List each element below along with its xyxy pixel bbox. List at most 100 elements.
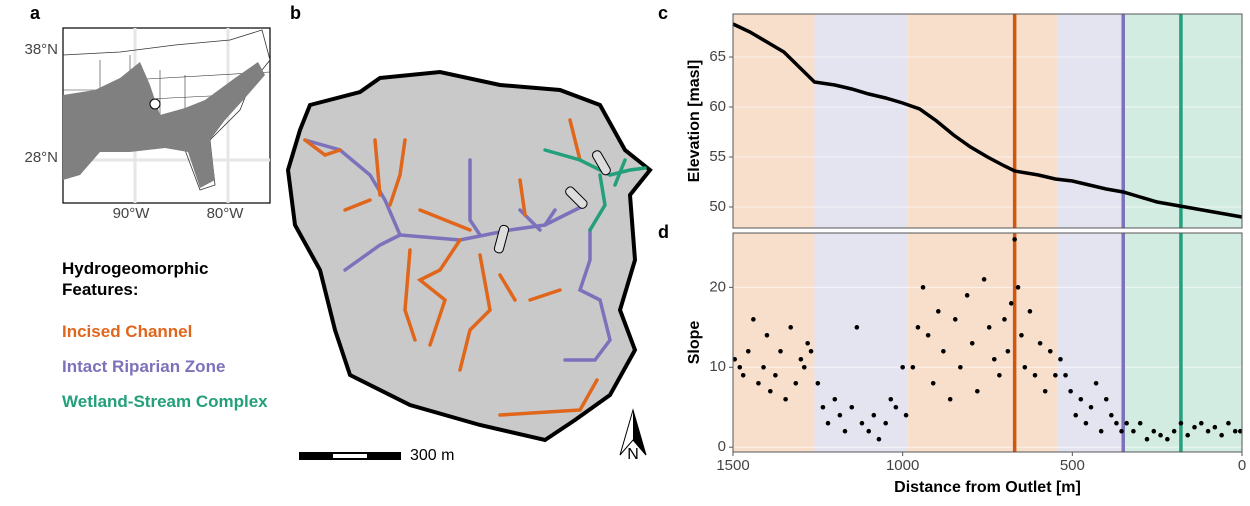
y-tick-label: 20 <box>709 278 726 295</box>
point <box>904 413 909 418</box>
point <box>888 397 893 402</box>
point <box>1151 429 1156 434</box>
point <box>788 325 793 330</box>
point <box>1124 421 1129 426</box>
zone-band <box>814 14 907 228</box>
point <box>843 429 848 434</box>
point <box>1012 237 1017 242</box>
point <box>802 365 807 370</box>
point <box>860 421 865 426</box>
y-axis-label: Elevation [masl] <box>686 60 703 183</box>
point <box>821 405 826 410</box>
figure-svg: a 38°N 28°N 90°W 80°W b 300 m N 50556065… <box>0 0 1250 506</box>
point <box>997 373 1002 378</box>
point <box>805 341 810 346</box>
point <box>1089 405 1094 410</box>
point <box>1192 425 1197 430</box>
us-map <box>63 28 270 203</box>
point <box>948 397 953 402</box>
north-label: N <box>627 446 639 463</box>
point <box>849 405 854 410</box>
point <box>975 389 980 394</box>
point <box>1109 413 1114 418</box>
legend: Hydrogeomorphic Features: Incised Channe… <box>62 258 268 427</box>
lon-label: 90°W <box>113 205 151 222</box>
point <box>833 397 838 402</box>
point <box>1033 373 1038 378</box>
x-axis-label: Distance from Outlet [m] <box>894 479 1081 496</box>
x-tick-label: 1000 <box>886 457 919 474</box>
point <box>816 381 821 386</box>
point <box>1016 285 1021 290</box>
point <box>1172 429 1177 434</box>
point <box>970 341 975 346</box>
point <box>1114 421 1119 426</box>
point <box>783 397 788 402</box>
point <box>926 333 931 338</box>
point <box>1006 349 1011 354</box>
point <box>1058 357 1063 362</box>
zone-band <box>1057 233 1123 452</box>
point <box>916 325 921 330</box>
point <box>958 365 963 370</box>
point <box>1226 421 1231 426</box>
point <box>1038 341 1043 346</box>
point <box>883 421 888 426</box>
panel-label: c <box>658 3 668 23</box>
panel-label: d <box>658 222 669 242</box>
point <box>911 365 916 370</box>
y-tick-label: 0 <box>718 438 726 455</box>
point <box>953 317 958 322</box>
point <box>1131 429 1136 434</box>
x-tick-label: 500 <box>1060 457 1085 474</box>
point <box>809 349 814 354</box>
point <box>872 413 877 418</box>
point <box>761 365 766 370</box>
point <box>965 293 970 298</box>
point <box>1073 413 1078 418</box>
point <box>741 373 746 378</box>
zone-band <box>733 233 814 452</box>
point <box>1119 429 1124 434</box>
point <box>756 381 761 386</box>
zone-band <box>814 233 907 452</box>
point <box>1048 349 1053 354</box>
legend-entry: Intact Riparian Zone <box>62 357 268 377</box>
point <box>1084 421 1089 426</box>
point <box>1002 317 1007 322</box>
point <box>1158 433 1163 438</box>
point <box>793 381 798 386</box>
point <box>1063 373 1068 378</box>
point <box>1009 301 1014 306</box>
point <box>1094 381 1099 386</box>
point <box>936 309 941 314</box>
point <box>1023 365 1028 370</box>
legend-entry: Incised Channel <box>62 322 268 342</box>
point <box>746 349 751 354</box>
y-tick-label: 65 <box>709 48 726 65</box>
point <box>1213 425 1218 430</box>
y-tick-label: 55 <box>709 148 726 165</box>
point <box>1079 397 1084 402</box>
figure: a 38°N 28°N 90°W 80°W b 300 m N 50556065… <box>0 0 1250 506</box>
lon-label: 80°W <box>207 205 245 222</box>
point <box>737 365 742 370</box>
point <box>921 285 926 290</box>
point <box>1165 437 1170 442</box>
point <box>1028 309 1033 314</box>
point <box>1043 389 1048 394</box>
zone-band <box>908 14 1057 228</box>
zone-band <box>1057 14 1123 228</box>
x-tick-label: 1500 <box>716 457 749 474</box>
point <box>1104 397 1109 402</box>
point <box>768 389 773 394</box>
point <box>1019 333 1024 338</box>
point <box>838 413 843 418</box>
y-tick-label: 60 <box>709 98 726 115</box>
point <box>1206 429 1211 434</box>
point <box>1219 433 1224 438</box>
y-tick-label: 50 <box>709 198 726 215</box>
lat-label: 38°N <box>24 41 58 58</box>
point <box>773 373 778 378</box>
